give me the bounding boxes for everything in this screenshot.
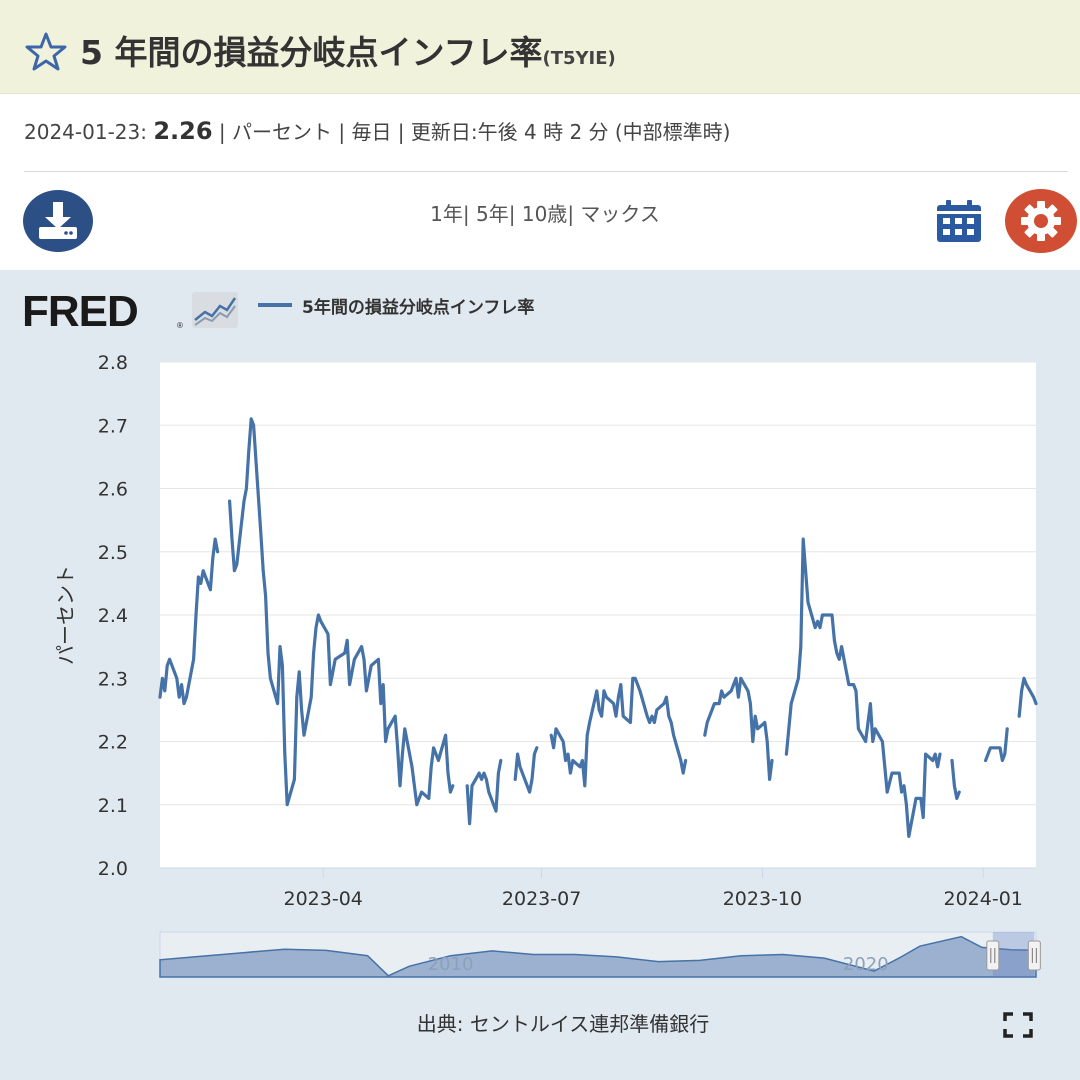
y-tick-label: 2.7 [98,415,128,437]
observation-details: | パーセント | 毎日 | 更新日:午後 4 時 2 分 (中部標準時) [218,120,731,144]
series-line-segment [228,417,455,807]
series-line-segment [549,676,688,788]
svg-text:®: ® [177,321,183,330]
calendar-icon[interactable] [936,199,982,243]
series-line-segment [158,537,220,706]
series-line-segment [950,758,961,801]
range-separator: | [567,202,581,226]
range-1y[interactable]: 1年 [430,202,463,226]
navigator-tick-label: 2020 [843,954,889,975]
range-max[interactable]: マックス [580,202,660,226]
series-id: (T5YIE) [542,48,616,69]
series-line-segment [983,727,1009,763]
y-tick-label: 2.6 [98,479,128,501]
range-separator: | [462,202,477,226]
main-chart[interactable]: 2.0 2.1 2.2 2.3 2.4 2.5 2.6 2.7 2.8 2023-04 2023-0… [0,340,1080,915]
y-tick-label: 2.4 [98,605,128,627]
svg-text:FRED: FRED [22,288,138,334]
y-tick-label: 2.0 [98,858,128,880]
x-tick-label: 2023-07 [502,888,581,910]
observation-summary: 2024-01-23: 2.26 | パーセント | 毎日 | 更新日:午後 4… [24,116,731,145]
y-tick-label: 2.2 [98,732,128,754]
navigator-tick-label: 2010 [428,954,474,975]
x-tick-label: 2024-01 [944,888,1023,910]
title-bar: 5 年間の損益分岐点インフレ率(T5YIE) [0,0,1080,94]
navigator-handle-left[interactable] [986,940,1000,971]
x-tick-label: 2023-04 [284,888,363,910]
range-separator: | [508,202,522,226]
series-line-segment [513,746,539,794]
date-range-selector: 1年| 5年| 10歳| マックス [0,198,1080,227]
series-title: 5 年間の損益分岐点インフレ率 [80,33,543,72]
download-icon[interactable] [23,190,93,252]
series-line-segment [465,758,503,826]
observation-date: 2024-01-23: [24,120,147,144]
y-tick-label: 2.3 [98,668,128,690]
range-10y[interactable]: 10歳 [521,202,568,226]
fullscreen-icon[interactable] [1003,1012,1033,1038]
series-line-segment [703,676,774,782]
navigator-chart[interactable]: 2010 2020 [0,920,1080,990]
y-tick-label: 2.1 [98,795,128,817]
observation-value: 2.26 [153,117,213,145]
fred-logo: FRED ® [22,288,238,334]
series-line-segment [1017,676,1038,718]
legend-swatch [258,303,292,307]
divider [24,171,1068,172]
legend-label: 5年間の損益分岐点インフレ率 [302,297,535,318]
page-title: 5 年間の損益分岐点インフレ率(T5YIE) [80,26,616,74]
x-tick-label: 2023-10 [723,888,802,910]
gear-icon[interactable] [1004,188,1078,254]
source-credit: 出典: セントルイス連邦準備銀行 [416,1012,710,1036]
range-5y[interactable]: 5年 [476,202,509,226]
navigator-handle-right[interactable] [1027,940,1041,971]
star-icon[interactable] [24,31,68,71]
navigator-selection[interactable] [992,932,1035,977]
y-tick-label: 2.5 [98,542,128,564]
chart-legend: 5年間の損益分岐点インフレ率 [258,291,534,319]
y-tick-label: 2.8 [98,352,128,374]
series-line-segment [784,537,942,839]
navigator-area [159,935,1037,978]
